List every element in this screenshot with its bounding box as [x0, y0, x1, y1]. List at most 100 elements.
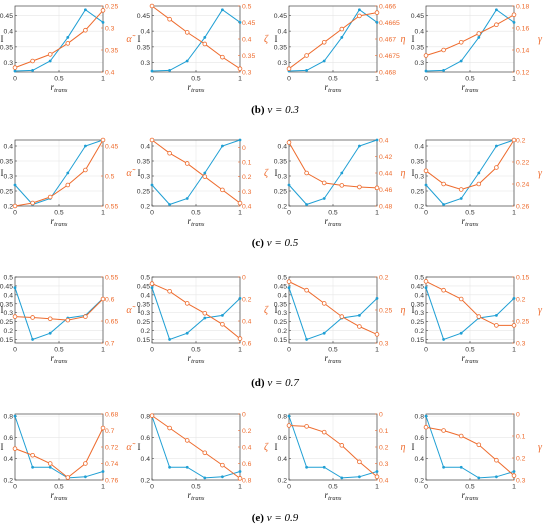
x-tick-label: 0	[13, 76, 17, 83]
left-tick-label: 0.35	[411, 159, 424, 166]
series-point-I	[477, 171, 481, 175]
right-tick-label: 0.3	[105, 26, 115, 33]
series-line-right	[425, 139, 515, 191]
right-tick-label: 0.3	[516, 478, 526, 485]
series-line-right	[425, 280, 514, 326]
left-tick-label: 0.25	[0, 189, 13, 196]
series-point-I	[221, 313, 224, 317]
subplot-r1c1: 0.3 0.35 0.4 0.45 0.25 0.3 0.35 0.4 0 0.5 1 rtrans I…	[0, 4, 136, 95]
left-tick-label: 0.3	[415, 310, 425, 317]
left-axis-label: I	[1, 442, 4, 452]
series-line-right	[288, 12, 378, 70]
x-axis-label-sub: trans	[191, 358, 205, 365]
series-point-right	[47, 52, 53, 57]
series-point-right	[321, 180, 327, 186]
caption-letter: (d)	[251, 377, 265, 389]
left-tick-label: 0.4	[278, 456, 288, 463]
series-point-I	[358, 8, 361, 12]
right-tick-label: 0.22	[516, 160, 529, 167]
x-tick-label: 0.5	[328, 347, 338, 354]
x-axis-label: rtrans	[51, 82, 68, 94]
x-axis-label: rtrans	[51, 216, 68, 228]
series-point-right	[149, 281, 155, 286]
x-tick-label: 0	[287, 210, 291, 217]
left-tick-label: 0.2	[141, 328, 151, 335]
series-point-right	[286, 140, 292, 145]
series-point-I	[150, 286, 154, 290]
series-point-right	[304, 53, 309, 58]
series-line-I	[425, 415, 515, 479]
right-tick-label: 0.7	[105, 428, 115, 435]
x-axis-label-main: r	[325, 82, 329, 92]
series-point-right	[237, 200, 243, 206]
left-tick-label: 0.2	[4, 328, 14, 335]
right-tick-label: 0.35	[242, 53, 255, 60]
series-point-right	[339, 26, 345, 32]
series-point-right	[476, 442, 482, 448]
left-tick-label: 0.25	[137, 319, 150, 326]
series-point-right	[220, 54, 225, 60]
right-tick-label: 0.4	[242, 204, 252, 211]
series-line-I	[425, 287, 515, 341]
x-axis-label: rtrans	[188, 216, 205, 228]
right-tick-label: 0	[242, 145, 246, 152]
series-point-right	[65, 41, 71, 46]
right-tick-label: 0.3	[379, 341, 389, 348]
series-point-right	[184, 438, 190, 443]
series-point-right	[220, 187, 225, 193]
series-point-right	[286, 423, 292, 428]
series-point-right	[237, 66, 243, 71]
subplot-r2c3: 0.2 0.25 0.3 0.35 0.4 0.4 0.42 0.44 0.46 0.48 0 0.5…	[274, 138, 406, 229]
x-tick-label: 1	[101, 76, 105, 83]
right-tick-label: 0.14	[516, 48, 529, 55]
right-tick-label: 0.18	[516, 4, 529, 11]
series-point-right	[339, 314, 345, 319]
series-line-right	[288, 281, 378, 335]
series-point-right	[30, 315, 35, 320]
x-axis-label: rtrans	[325, 82, 342, 94]
left-tick-label: 0.4	[415, 144, 425, 151]
series-point-I	[48, 331, 52, 335]
left-tick-label: 0.4	[278, 29, 288, 36]
right-axis-label: γ	[538, 34, 543, 45]
series-point-right	[167, 288, 172, 294]
x-tick-label: 0.5	[54, 76, 64, 83]
x-tick-label: 1	[238, 347, 242, 354]
x-axis-label-sub: trans	[328, 495, 342, 502]
x-tick-label: 0	[424, 347, 428, 354]
x-tick-label: 1	[375, 484, 379, 491]
series-point-I	[459, 331, 463, 335]
x-axis-label-main: r	[188, 490, 192, 500]
series-line-right	[425, 14, 515, 56]
right-tick-label: 0.44	[379, 171, 392, 178]
series-point-I	[31, 69, 34, 72]
right-tick-label: 0.2	[242, 174, 252, 181]
series-line-right	[151, 139, 241, 204]
series-point-I	[375, 470, 379, 473]
caption-text: ν = 0.9	[266, 512, 299, 524]
x-tick-label: 0	[150, 484, 154, 491]
series-point-I	[459, 59, 463, 63]
right-tick-label: 0.1	[516, 434, 526, 441]
x-axis-label: rtrans	[462, 82, 479, 94]
series-point-right	[184, 161, 190, 166]
series-point-I	[287, 286, 291, 290]
x-axis-label-sub: trans	[191, 495, 205, 502]
right-axis-label: ζ	[264, 305, 269, 316]
series-line-I	[288, 9, 378, 72]
x-tick-label: 0	[424, 210, 428, 217]
left-tick-label: 0.4	[141, 456, 151, 463]
series-point-right	[237, 476, 243, 481]
left-tick-label: 0.6	[141, 435, 151, 442]
series-point-I	[305, 338, 308, 341]
series-point-I	[340, 476, 344, 480]
x-tick-label: 1	[238, 484, 242, 491]
series-line-I	[288, 139, 378, 206]
series-point-I	[512, 20, 516, 24]
series-point-I	[322, 331, 326, 335]
series-point-I	[203, 36, 207, 39]
series-point-right	[304, 424, 309, 429]
series-point-right	[30, 452, 35, 458]
right-tick-label: 0.2	[516, 297, 526, 304]
x-tick-label: 0	[13, 484, 17, 491]
